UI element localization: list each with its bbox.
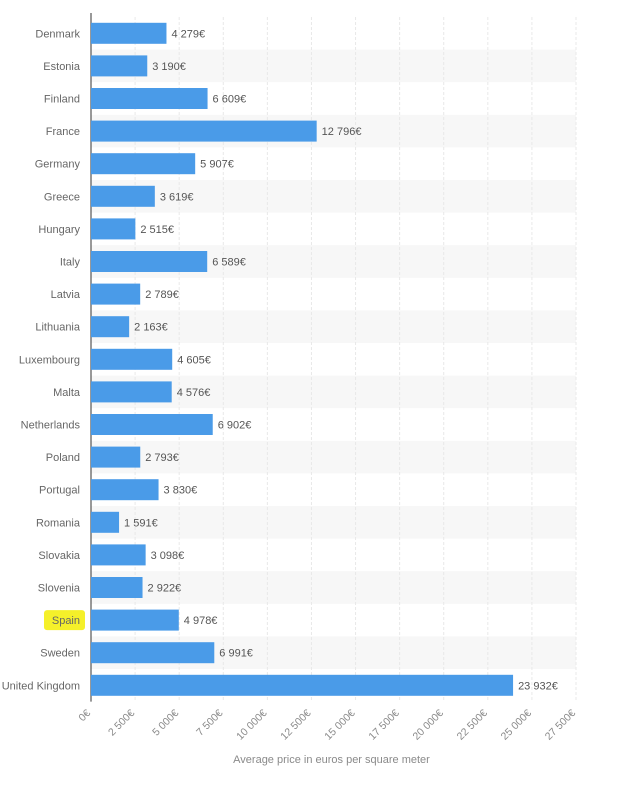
bars <box>91 22 514 696</box>
bar <box>91 674 514 696</box>
value-label: 4 978€ <box>184 615 218 627</box>
x-tick-label: 27 500€ <box>543 707 578 742</box>
highlight-marker <box>44 610 85 631</box>
value-label: 4 576€ <box>177 387 211 399</box>
category-label: Slovenia <box>38 583 81 595</box>
bar <box>91 185 155 207</box>
row-stripe <box>91 375 576 409</box>
bar <box>91 316 130 338</box>
x-tick-label: 12 500€ <box>278 707 313 742</box>
category-label: Romania <box>36 517 81 529</box>
bar <box>91 120 317 142</box>
value-label: 2 793€ <box>145 452 179 464</box>
category-label: Greece <box>44 191 80 203</box>
row-stripe <box>91 506 576 539</box>
bar <box>91 609 179 631</box>
category-label: Spain <box>52 615 80 627</box>
x-tick-labels: 0€ 2 500€ 5 000€ 7 500€ 10 000€ 12 500€ 15 000… <box>76 707 578 742</box>
category-label: Portugal <box>39 485 80 497</box>
category-label: Lithuania <box>35 322 81 334</box>
value-label: 2 163€ <box>134 322 168 334</box>
value-label: 12 796€ <box>322 126 362 138</box>
category-highlights <box>44 610 85 631</box>
value-labels: 4 279€ 3 190€ 6 609€ 12 796€ 5 907€ 3 619€ 2 5… <box>124 28 558 692</box>
bar <box>91 218 136 240</box>
category-label: France <box>46 126 80 138</box>
category-label: Sweden <box>40 648 80 660</box>
value-label: 1 591€ <box>124 517 158 529</box>
value-label: 2 922€ <box>148 583 182 595</box>
category-label: Latvia <box>51 289 81 301</box>
bar <box>91 283 141 305</box>
category-labels: Denmark Estonia Finland France Germany Greece… <box>2 28 81 692</box>
row-stripe <box>91 49 576 83</box>
value-label: 3 190€ <box>152 61 186 73</box>
x-tick-label: 25 000€ <box>499 707 534 742</box>
bar <box>91 414 213 435</box>
category-label: Finland <box>44 94 80 106</box>
x-tick-label: 5 000€ <box>150 707 181 738</box>
x-tick-label: 15 000€ <box>322 707 357 742</box>
bar <box>91 381 172 403</box>
bar <box>91 55 148 77</box>
x-tick-label: 22 500€ <box>455 707 490 742</box>
x-axis-title: Average price in euros per square meter <box>233 754 430 766</box>
category-label: United Kingdom <box>2 680 80 692</box>
row-stripe <box>91 571 576 604</box>
row-stripe <box>91 180 576 213</box>
bar <box>91 544 146 566</box>
bar <box>91 446 141 468</box>
category-label: Estonia <box>43 61 81 73</box>
bar <box>91 88 208 109</box>
value-label: 3 619€ <box>160 191 194 203</box>
category-label: Hungary <box>38 224 80 236</box>
bar <box>91 577 143 598</box>
value-label: 6 609€ <box>213 94 247 106</box>
row-stripe <box>91 310 576 343</box>
category-label: Netherlands <box>21 420 81 432</box>
bar <box>91 348 173 370</box>
x-tick-label: 2 500€ <box>106 707 137 738</box>
category-label: Denmark <box>35 28 80 40</box>
category-label: Germany <box>35 159 81 171</box>
value-label: 3 098€ <box>151 550 185 562</box>
x-tick-label: 17 500€ <box>366 707 401 742</box>
value-label: 5 907€ <box>200 159 234 171</box>
bar <box>91 642 215 664</box>
value-label: 2 515€ <box>140 224 174 236</box>
value-label: 6 589€ <box>212 257 246 269</box>
value-label: 6 991€ <box>219 648 253 660</box>
category-label: Luxembourg <box>19 354 80 366</box>
value-label: 2 789€ <box>145 289 179 301</box>
bar <box>91 479 159 501</box>
category-label: Poland <box>46 452 80 464</box>
row-stripe <box>91 440 576 474</box>
bar <box>91 153 196 175</box>
category-label: Italy <box>60 257 81 269</box>
category-label: Malta <box>53 387 81 399</box>
value-label: 4 279€ <box>171 28 205 40</box>
value-label: 4 605€ <box>177 354 211 366</box>
category-label: Slovakia <box>38 550 80 562</box>
value-label: 23 932€ <box>518 680 558 692</box>
x-tick-label: 7 500€ <box>194 707 225 738</box>
bar <box>91 511 120 533</box>
x-tick-label: 10 000€ <box>234 707 269 742</box>
x-tick-label: 20 000€ <box>411 707 446 742</box>
x-tick-label: 0€ <box>76 707 93 724</box>
value-label: 6 902€ <box>218 420 252 432</box>
row-stripes <box>91 49 576 669</box>
bar <box>91 251 208 272</box>
bar <box>91 22 167 44</box>
value-label: 3 830€ <box>164 485 198 497</box>
